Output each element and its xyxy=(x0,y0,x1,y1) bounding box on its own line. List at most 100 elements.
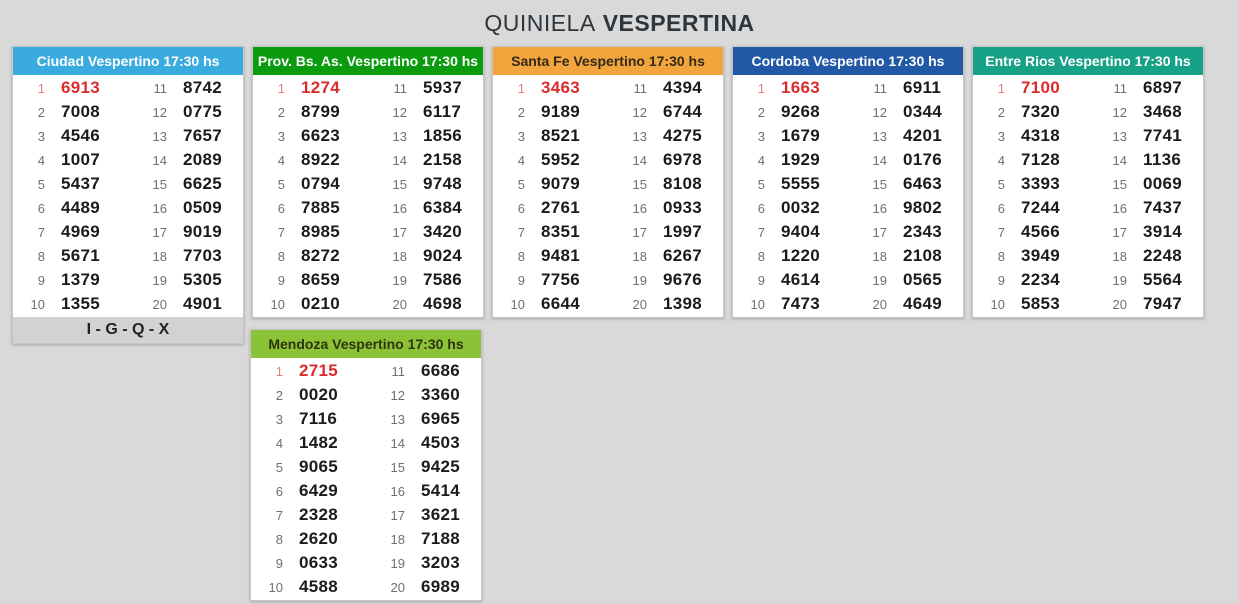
card-entre-rios: Entre Rios Vespertino 17:30 hs 1 7100 11 689… xyxy=(972,46,1204,318)
result-number: 6913 xyxy=(61,78,101,97)
result-number: 6644 xyxy=(541,294,581,313)
result-number: 4566 xyxy=(1021,222,1061,241)
position-label: 15 xyxy=(392,176,407,192)
position-label: 4 xyxy=(275,435,283,451)
result-row: 9 1379 19 5305 xyxy=(13,268,243,292)
position-label: 20 xyxy=(872,296,887,312)
result-number: 7703 xyxy=(183,246,223,265)
result-row: 3 1679 13 4201 xyxy=(733,124,963,148)
position-label: 7 xyxy=(517,224,525,240)
result-number: 7741 xyxy=(1143,126,1183,145)
result-row: 8 2620 18 7188 xyxy=(251,527,481,551)
results-table: 1 1663 11 6911 2 9268 12 0344 3 1679 13 4201 4 1929 14… xyxy=(733,75,963,317)
result-row: 3 4318 13 7741 xyxy=(973,124,1203,148)
result-number: 8108 xyxy=(663,174,703,193)
position-label: 8 xyxy=(997,248,1005,264)
results-table: 1 2715 11 6686 2 0020 12 3360 3 7116 13 6965 4 1482 14… xyxy=(251,358,481,600)
result-row: 10 7473 20 4649 xyxy=(733,292,963,316)
result-number: 7586 xyxy=(423,270,463,289)
position-label: 5 xyxy=(275,459,283,475)
position-label: 18 xyxy=(390,531,405,547)
result-row: 1 1663 11 6911 xyxy=(733,76,963,100)
position-label: 17 xyxy=(872,224,887,240)
position-label: 1 xyxy=(277,80,285,96)
result-row: 1 1274 11 5937 xyxy=(253,76,483,100)
result-number: 1274 xyxy=(301,78,341,97)
position-label: 4 xyxy=(997,152,1005,168)
position-label: 8 xyxy=(757,248,765,264)
result-number: 9802 xyxy=(903,198,943,217)
position-label: 10 xyxy=(750,296,765,312)
position-label: 3 xyxy=(277,128,285,144)
result-number: 4503 xyxy=(421,433,461,452)
card-prov-bs-as: Prov. Bs. As. Vespertino 17:30 hs 1 1274 11… xyxy=(252,46,484,318)
result-number: 0344 xyxy=(903,102,943,121)
position-label: 16 xyxy=(1112,200,1127,216)
result-number: 5853 xyxy=(1021,294,1061,313)
result-number: 0565 xyxy=(903,270,943,289)
result-number: 4649 xyxy=(903,294,943,313)
position-label: 6 xyxy=(757,200,765,216)
result-row: 10 0210 20 4698 xyxy=(253,292,483,316)
result-number: 5414 xyxy=(421,481,461,500)
card-footer-letters: I - G - Q - X xyxy=(13,317,243,343)
page-title-regular: QUINIELA xyxy=(484,9,596,36)
result-row: 10 1355 20 4901 xyxy=(13,292,243,316)
position-label: 20 xyxy=(632,296,647,312)
result-row: 1 3463 11 4394 xyxy=(493,76,723,100)
result-number: 9189 xyxy=(541,102,581,121)
result-number: 0633 xyxy=(299,553,339,572)
position-label: 1 xyxy=(997,80,1005,96)
position-label: 4 xyxy=(37,152,45,168)
result-row: 5 0794 15 9748 xyxy=(253,172,483,196)
position-label: 14 xyxy=(1112,152,1127,168)
position-label: 12 xyxy=(392,104,407,120)
position-label: 1 xyxy=(517,80,525,96)
position-label: 5 xyxy=(277,176,285,192)
result-number: 0794 xyxy=(301,174,341,193)
result-number: 3420 xyxy=(423,222,463,241)
position-label: 19 xyxy=(872,272,887,288)
position-label: 18 xyxy=(152,248,167,264)
position-label: 20 xyxy=(392,296,407,312)
position-label: 11 xyxy=(633,80,648,96)
result-row: 4 8922 14 2158 xyxy=(253,148,483,172)
result-row: 6 7885 16 6384 xyxy=(253,196,483,220)
result-row: 6 4489 16 0509 xyxy=(13,196,243,220)
result-number: 6686 xyxy=(421,361,461,380)
result-number: 6267 xyxy=(663,246,703,265)
card-cordoba: Cordoba Vespertino 17:30 hs 1 1663 11 6911 2 9… xyxy=(732,46,964,318)
result-number: 7188 xyxy=(421,529,461,548)
position-label: 16 xyxy=(872,200,887,216)
position-label: 18 xyxy=(632,248,647,264)
card-title: Ciudad Vespertino 17:30 hs xyxy=(13,47,243,75)
result-number: 1220 xyxy=(781,246,821,265)
position-label: 5 xyxy=(517,176,525,192)
result-number: 9079 xyxy=(541,174,581,193)
result-number: 4394 xyxy=(663,78,703,97)
result-row: 2 7008 12 0775 xyxy=(13,100,243,124)
position-label: 4 xyxy=(277,152,285,168)
result-row: 5 5437 15 6625 xyxy=(13,172,243,196)
result-row: 9 2234 19 5564 xyxy=(973,268,1203,292)
position-label: 14 xyxy=(872,152,887,168)
result-number: 2620 xyxy=(299,529,339,548)
result-number: 2343 xyxy=(903,222,943,241)
result-number: 8659 xyxy=(301,270,341,289)
result-number: 3621 xyxy=(421,505,461,524)
position-label: 5 xyxy=(37,176,45,192)
position-label: 6 xyxy=(37,200,45,216)
position-label: 3 xyxy=(517,128,525,144)
position-label: 14 xyxy=(632,152,647,168)
result-number: 3468 xyxy=(1143,102,1183,121)
result-row: 10 5853 20 7947 xyxy=(973,292,1203,316)
position-label: 13 xyxy=(632,128,647,144)
result-number: 9676 xyxy=(663,270,703,289)
position-label: 18 xyxy=(1112,248,1127,264)
result-number: 3949 xyxy=(1021,246,1061,265)
result-number: 6989 xyxy=(421,577,461,596)
position-label: 14 xyxy=(392,152,407,168)
position-label: 15 xyxy=(1112,176,1127,192)
result-row: 1 7100 11 6897 xyxy=(973,76,1203,100)
result-row: 1 2715 11 6686 xyxy=(251,359,481,383)
